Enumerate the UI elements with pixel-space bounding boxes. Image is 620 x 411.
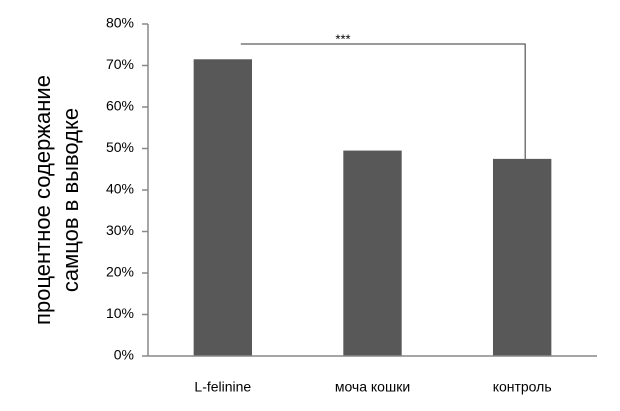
y-tick-label: 50%: [106, 139, 134, 155]
y-tick-label: 70%: [106, 56, 134, 72]
bar: [492, 158, 552, 356]
y-axis-title: процентное содержание самцов в выводке: [30, 75, 83, 325]
bar: [193, 59, 253, 357]
x-tick-label: L-felinine: [194, 379, 251, 395]
y-tick-label: 20%: [106, 264, 134, 280]
significance-label: ***: [335, 31, 350, 46]
bar: [343, 150, 402, 356]
y-tick-label: 80%: [106, 15, 134, 31]
y-tick-label: 30%: [106, 222, 134, 238]
y-tick-label: 10%: [106, 305, 134, 321]
y-axis-title-line: самцов в выводке: [58, 108, 83, 292]
y-tick-label: 40%: [106, 181, 134, 197]
y-axis-title-line: процентное содержание: [30, 75, 55, 325]
y-tick-label: 0%: [114, 347, 134, 363]
y-tick-label: 60%: [106, 98, 134, 114]
x-tick-label: моча кошки: [335, 379, 410, 395]
x-tick-label: контроль: [493, 379, 552, 395]
significance-bracket: [240, 43, 526, 159]
